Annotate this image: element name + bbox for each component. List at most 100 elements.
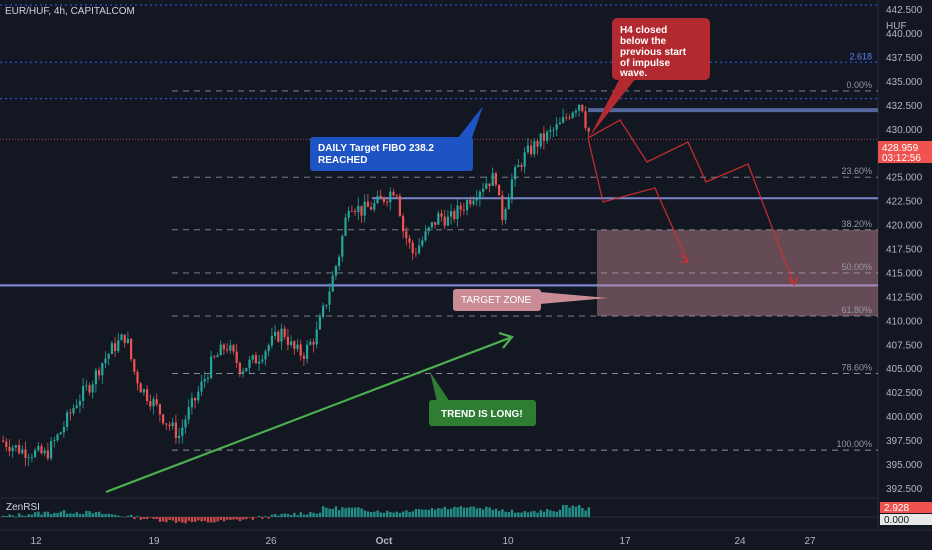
price-tick: 442.500 [886,5,923,16]
candle [82,386,85,401]
candle [427,227,430,232]
rsi-bar [331,508,334,517]
candle [286,336,289,345]
symbol-header: EUR/HUF, 4h, CAPITALCOM [5,6,135,17]
candle [462,209,465,211]
target-zone-annotation[interactable]: TARGET ZONE [453,289,608,311]
candle [482,188,485,192]
candle [168,424,171,427]
fib-label: 38.20% [841,219,872,229]
daily-target-line-2: REACHED [318,155,367,166]
candle [504,209,507,220]
fib-label: 78.60% [841,363,872,373]
rsi-bar [181,517,184,523]
candle [587,127,590,132]
rsi-bar [165,517,168,523]
rsi-bar [254,517,258,518]
candle [392,191,395,196]
candle [411,242,414,254]
rsi-bar [418,509,421,517]
rsi-bar [555,511,558,517]
candle [366,201,369,207]
candle [485,183,488,189]
candle [43,450,46,454]
rsi-bar [539,510,542,517]
projection-path-b [587,119,795,286]
candle [440,213,443,217]
rsi-bar [126,515,130,517]
h4-line-5: wave. [619,68,647,79]
time-tick: 27 [804,536,816,547]
candle [254,355,257,364]
candle [245,367,248,372]
trend-annotation[interactable]: TREND IS LONG! [429,372,536,426]
rsi-bar [53,512,56,517]
rsi-bar [75,512,78,517]
candle [370,206,373,210]
rsi-bar [373,511,376,517]
price-tick: 412.500 [886,292,923,303]
candle [200,381,203,392]
rsi-bar [338,510,341,517]
candle [501,195,504,220]
rsi-bar [341,507,344,517]
time-tick: 12 [30,536,42,547]
candle [299,344,302,356]
rsi-bar [584,510,587,517]
candle [347,210,350,218]
candle [27,457,30,459]
rsi-bar [370,512,373,517]
candle [72,407,75,414]
candle [450,211,453,217]
rsi-bar [178,517,181,522]
candle [194,397,197,401]
time-axis[interactable]: 12 19 26 Oct 10 17 24 27 [30,536,816,547]
candle [152,399,155,407]
daily-target-line-1: DAILY Target FIBO 238.2 [318,143,434,154]
rsi-bar [219,517,222,520]
candle [216,355,219,358]
rsi-bar [379,512,382,517]
candle [264,351,267,360]
rsi-bar [491,509,494,517]
trend-label: TREND IS LONG! [441,409,523,420]
candle [136,371,139,384]
price-tick: 415.000 [886,268,923,279]
candle [437,213,440,225]
candle [405,231,408,239]
candle [248,359,251,368]
rsi-bar [459,506,462,517]
rsi-bar [34,512,37,517]
price-tick: 432.500 [886,101,923,112]
rsi-bar [568,507,571,517]
h4-closed-annotation[interactable]: H4 closed below the previous start of im… [590,18,710,136]
rsi-bar [270,514,274,517]
rsi-bar [389,512,392,517]
candle [395,195,398,197]
rsi-bar [430,508,434,517]
candle [5,441,8,447]
rsi-bar [149,517,152,518]
daily-target-annotation[interactable]: DAILY Target FIBO 238.2 REACHED [310,106,483,171]
price-axis[interactable] [878,0,932,550]
rsi-bar [482,509,485,517]
rsi-bar [242,517,245,520]
time-tick: 24 [734,536,746,547]
rsi-bar [357,507,360,517]
h4-line-3: previous start [620,47,687,58]
rsi-bar [59,511,62,517]
candle [293,341,296,349]
rsi-bar [171,517,174,521]
rsi-bar [475,508,478,517]
rsi-bar [46,511,50,517]
candle [101,363,104,376]
rsi-bar [261,517,264,519]
candle [562,117,565,123]
candle [24,449,27,458]
price-tick: 392.500 [886,484,923,495]
candle [434,222,437,225]
candle [274,331,277,336]
candle [357,205,360,213]
rsi-bar [27,514,30,517]
